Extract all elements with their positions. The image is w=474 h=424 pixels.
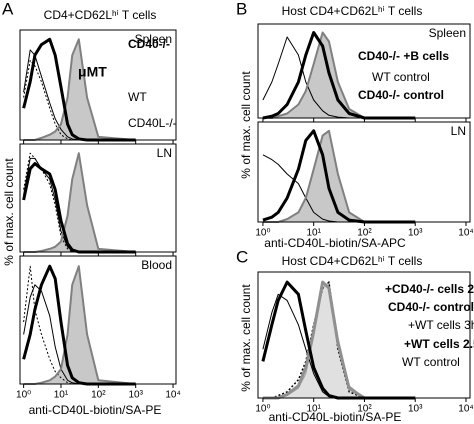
- panel-title: Host CD4+CD62Lʰⁱ T cells: [282, 254, 423, 268]
- histogram-line: [262, 31, 416, 120]
- panel-letter: A: [2, 0, 14, 18]
- x-tick-label: 10³: [408, 228, 423, 239]
- x-tick-label: 10⁰: [255, 404, 270, 415]
- series-label: WT: [128, 90, 147, 104]
- y-axis-label: % of max. cell count: [239, 284, 253, 392]
- series-label: CD40-/-: [128, 37, 170, 51]
- panel-subtitle: LN: [157, 146, 172, 160]
- series-label: +CD40-/- cells 2.5d: [385, 282, 474, 296]
- series-label: WT control: [402, 355, 460, 369]
- histogram-fill: [23, 153, 136, 252]
- series-label: +WT cells 3h: [408, 318, 474, 332]
- x-tick-label: 10¹: [306, 228, 321, 239]
- x-tick-label: 10³: [128, 390, 143, 401]
- x-tick-label: 10²: [357, 404, 372, 415]
- histogram-fill: [23, 266, 136, 384]
- histogram-fill: [262, 282, 416, 398]
- panel-subtitle: Spleen: [135, 32, 172, 46]
- histogram-line: [262, 129, 416, 224]
- series-label: CD40-/- control: [358, 88, 444, 102]
- panel-subtitle: LN: [451, 124, 466, 138]
- histogram-line: [262, 281, 416, 399]
- histogram-fill: [262, 130, 416, 222]
- histogram-fill: [23, 39, 136, 140]
- panel-title: Host CD4+CD62Lʰⁱ T cells: [282, 4, 423, 18]
- y-axis-label: % of max. cell count: [2, 158, 16, 266]
- x-tick-label: 10²: [91, 390, 106, 401]
- x-tick-label: 10⁰: [16, 390, 31, 401]
- x-tick-label: 10⁰: [255, 228, 270, 239]
- series-label: WT control: [372, 70, 430, 84]
- panel-title: CD4+CD62Lʰⁱ T cells: [44, 8, 157, 22]
- x-axis-label: anti-CD40L-biotin/SA-PE: [29, 403, 162, 417]
- series-label: CD40-/- control: [388, 300, 474, 314]
- panel-subtitle: Spleen: [429, 26, 466, 40]
- series-label: μMT: [78, 64, 107, 80]
- plot-frame: [19, 255, 177, 385]
- series-label: CD40-/- +B cells: [358, 49, 449, 63]
- x-tick-label: 10³: [408, 404, 423, 415]
- x-tick-label: 10⁴: [458, 404, 473, 415]
- x-tick-label: 10²: [357, 228, 372, 239]
- x-axis-label: anti-CD40L-biotin/SA-APC: [264, 236, 406, 250]
- panel-letter: C: [236, 247, 248, 266]
- histogram-line: [23, 60, 136, 141]
- x-tick-label: 10¹: [54, 390, 69, 401]
- plot-frame: [257, 121, 471, 223]
- x-tick-label: 10¹: [306, 404, 321, 415]
- panel-subtitle: Blood: [141, 258, 172, 272]
- series-label: +WT cells 2.5d: [404, 337, 474, 351]
- y-axis-label: % of max. cell count: [239, 71, 253, 179]
- x-axis-label: anti-CD40L-biotin/SA-PE: [269, 410, 402, 424]
- panel-letter: B: [236, 0, 247, 18]
- x-tick-label: 10⁴: [458, 228, 473, 239]
- x-tick-label: 10⁴: [165, 390, 180, 401]
- plot-frame: [19, 143, 177, 253]
- series-label: CD40L-/-: [128, 116, 177, 130]
- histogram-line: [262, 31, 416, 119]
